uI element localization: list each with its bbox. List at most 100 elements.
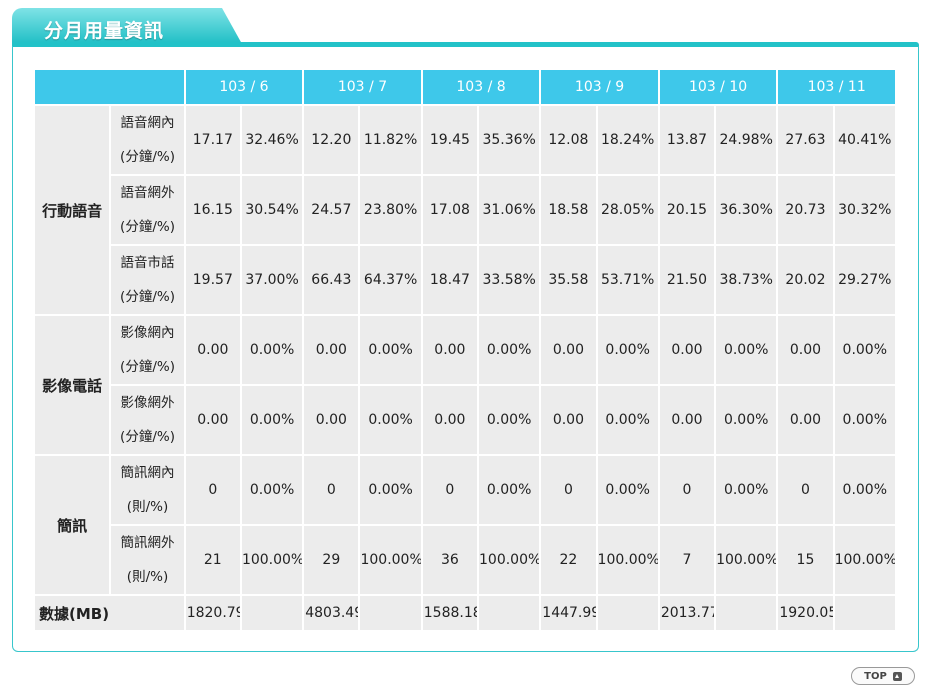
cell-data-usage: 1588.18: [422, 596, 479, 632]
cell-percent: 100.00%: [834, 526, 897, 596]
cell-percent: 64.37%: [360, 246, 423, 316]
row-label: 簡訊網內 (則/%): [111, 456, 186, 526]
cell-amount: 0: [422, 456, 479, 526]
cell-amount: 0: [185, 456, 242, 526]
cell-amount: 20.02: [778, 246, 835, 316]
cell-amount: 35.58: [541, 246, 598, 316]
row-label-unit: (則/%): [126, 499, 169, 515]
cell-amount: 13.87: [659, 106, 717, 176]
table-row: 語音網外 (分鐘/%) 16.15 30.54% 24.57 23.80% 17.08 31.…: [35, 176, 897, 246]
cell-empty: [360, 596, 423, 632]
cell-amount: 0.00: [304, 386, 361, 456]
cell-percent: 30.32%: [834, 176, 897, 246]
month-header: 103 / 10: [659, 70, 779, 106]
cell-amount: 22: [541, 526, 598, 596]
cell-percent: 100.00%: [360, 526, 423, 596]
header-corner: [35, 70, 186, 106]
row-group-label: 行動語音: [35, 106, 112, 316]
cell-amount: 19.45: [422, 106, 479, 176]
cell-data-usage: 1447.99: [541, 596, 598, 632]
cell-percent: 33.58%: [479, 246, 542, 316]
top-button[interactable]: TOP: [851, 667, 915, 685]
row-label-unit: (分鐘/%): [120, 149, 175, 165]
cell-percent: 100.00%: [241, 526, 305, 596]
row-label-unit: (分鐘/%): [120, 359, 175, 375]
row-label-name: 影像網外: [120, 395, 175, 411]
cell-amount: 27.63: [778, 106, 835, 176]
cell-percent: 0.00%: [597, 456, 660, 526]
cell-amount: 0.00: [304, 316, 361, 386]
cell-data-usage: 2013.77: [659, 596, 717, 632]
cell-data-usage: 4803.49: [304, 596, 361, 632]
cell-amount: 24.57: [304, 176, 361, 246]
cell-amount: 17.08: [422, 176, 479, 246]
usage-table: 103 / 6 103 / 7 103 / 8 103 / 9 103 / 10…: [35, 70, 897, 632]
cell-empty: [834, 596, 897, 632]
cell-amount: 0: [304, 456, 361, 526]
data-usage-label: 數據(MB): [35, 596, 186, 632]
month-header: 103 / 11: [778, 70, 897, 106]
cell-percent: 31.06%: [479, 176, 542, 246]
cell-percent: 24.98%: [716, 106, 779, 176]
cell-empty: [597, 596, 660, 632]
cell-percent: 100.00%: [479, 526, 542, 596]
cell-percent: 29.27%: [834, 246, 897, 316]
cell-amount: 15: [778, 526, 835, 596]
cell-percent: 0.00%: [597, 316, 660, 386]
cell-percent: 0.00%: [834, 316, 897, 386]
table-row: 影像網外 (分鐘/%) 0.00 0.00% 0.00 0.00% 0.00 0.00% 0.0…: [35, 386, 897, 456]
row-label-name: 語音網內: [120, 115, 175, 131]
cell-percent: 0.00%: [716, 316, 779, 386]
row-label-unit: (分鐘/%): [120, 219, 175, 235]
cell-percent: 23.80%: [360, 176, 423, 246]
cell-percent: 35.36%: [479, 106, 542, 176]
table-row: 行動語音 語音網內 (分鐘/%) 17.17 32.46% 12.20 11.82% 19.4…: [35, 106, 897, 316]
cell-percent: 0.00%: [716, 456, 779, 526]
cell-amount: 0: [541, 456, 598, 526]
month-header: 103 / 6: [185, 70, 305, 106]
row-label: 簡訊網外 (則/%): [111, 526, 186, 596]
cell-amount: 19.57: [185, 246, 242, 316]
row-label-unit: (分鐘/%): [120, 429, 175, 445]
table-row: 語音市話 (分鐘/%) 19.57 37.00% 66.43 64.37% 18.47 33.…: [35, 246, 897, 316]
panel-body: [12, 46, 919, 652]
cell-percent: 0.00%: [716, 386, 779, 456]
row-group-label: 簡訊: [35, 456, 112, 596]
cell-amount: 0.00: [659, 316, 717, 386]
row-label: 語音市話 (分鐘/%): [111, 246, 186, 316]
cell-amount: 0.00: [185, 386, 242, 456]
row-label: 影像網外 (分鐘/%): [111, 386, 186, 456]
month-header: 103 / 7: [304, 70, 423, 106]
cell-amount: 16.15: [185, 176, 242, 246]
cell-amount: 0.00: [541, 386, 598, 456]
cell-percent: 36.30%: [716, 176, 779, 246]
cell-empty: [716, 596, 779, 632]
cell-amount: 36: [422, 526, 479, 596]
table-row-data: 數據(MB) 1820.79 4803.49 1588.18 1447.99 2013.7…: [35, 596, 897, 632]
row-label-unit: (分鐘/%): [120, 289, 175, 305]
cell-percent: 0.00%: [834, 386, 897, 456]
cell-amount: 21.50: [659, 246, 717, 316]
cell-percent: 100.00%: [716, 526, 779, 596]
cell-amount: 12.20: [304, 106, 361, 176]
cell-percent: 38.73%: [716, 246, 779, 316]
cell-percent: 0.00%: [360, 386, 423, 456]
cell-empty: [479, 596, 542, 632]
arrow-up-icon: [892, 671, 902, 681]
table-row: 影像電話 影像網內 (分鐘/%) 0.00 0.00% 0.00 0.00% 0.00 0.00…: [35, 316, 897, 456]
cell-amount: 0.00: [541, 316, 598, 386]
cell-amount: 0.00: [422, 386, 479, 456]
cell-amount: 12.08: [541, 106, 598, 176]
usage-panel: 分月用量資訊: [12, 8, 919, 653]
cell-amount: 21: [185, 526, 242, 596]
panel-tab: [12, 8, 242, 44]
cell-amount: 20.73: [778, 176, 835, 246]
cell-percent: 0.00%: [360, 316, 423, 386]
cell-amount: 0.00: [778, 386, 835, 456]
row-label-name: 影像網內: [120, 325, 175, 341]
cell-percent: 30.54%: [241, 176, 305, 246]
cell-amount: 18.47: [422, 246, 479, 316]
cell-percent: 28.05%: [597, 176, 660, 246]
cell-data-usage: 1920.05: [778, 596, 835, 632]
cell-amount: 66.43: [304, 246, 361, 316]
